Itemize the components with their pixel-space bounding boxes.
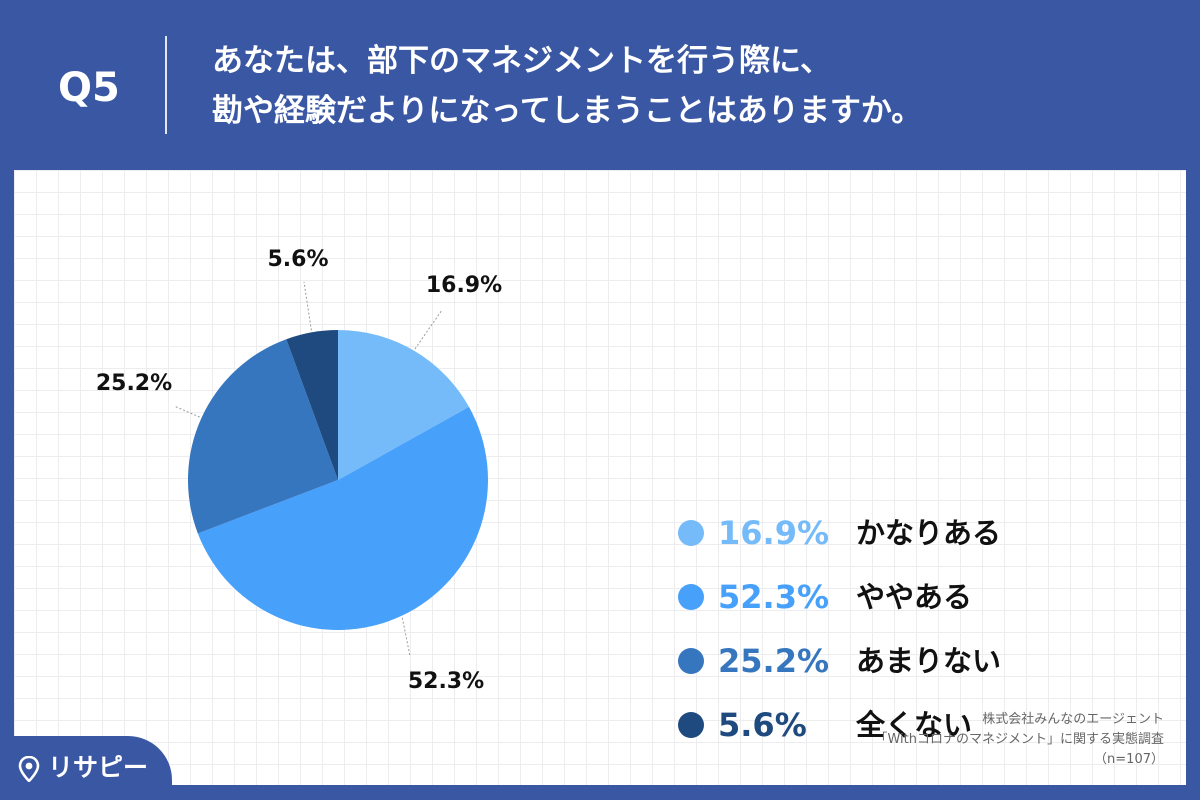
legend-label: 全くない — [856, 708, 973, 742]
source-company: 株式会社みんなのエージェント — [982, 712, 1164, 727]
data-label: 52.3% — [408, 669, 484, 694]
leader-line — [303, 281, 312, 331]
legend-item: 5.6% 全くない — [666, 692, 1086, 756]
source-note: 株式会社みんなのエージェント 「Withコロナのマネジメント」に関する実態調査 … — [874, 710, 1164, 770]
data-label: 5.6% — [267, 247, 328, 272]
header: Q5 あなたは、部下のマネジメントを行う際に、 勘や経験だよりになってしまうこと… — [0, 0, 1200, 170]
legend-label: あまりない — [856, 644, 1002, 678]
legend-swatch — [678, 584, 704, 610]
legend-label: ややある — [856, 580, 973, 614]
brand-logo: リサピー — [0, 736, 172, 800]
pie-chart: 16.9% 52.3% 25.2% 5.6% — [96, 247, 502, 694]
source-survey: 「Withコロナのマネジメント」に関する実態調査 — [874, 732, 1164, 747]
leader-line — [173, 405, 200, 418]
legend-label: かなりある — [856, 516, 1002, 550]
legend-percent: 25.2% — [718, 642, 830, 680]
legend-swatch — [678, 648, 704, 674]
legend-swatch — [678, 520, 704, 546]
leader-line — [414, 309, 443, 350]
question-line-1: あなたは、部下のマネジメントを行う際に、 — [212, 43, 832, 79]
legend-percent: 16.9% — [718, 514, 830, 552]
legend: 16.9% かなりある 52.3% ややある 25.2% あまりない 5.6% … — [666, 500, 1086, 756]
legend-item: 52.3% ややある — [666, 564, 1086, 628]
source-sample-size: （n=107） — [1094, 752, 1164, 767]
pie-slice — [338, 330, 469, 480]
pie-slice — [187, 339, 338, 534]
legend-percent: 52.3% — [718, 578, 830, 616]
data-label: 25.2% — [96, 371, 172, 396]
legend-percent: 5.6% — [718, 706, 807, 744]
legend-swatch — [678, 712, 704, 738]
question-title: あなたは、部下のマネジメントを行う際に、 勘や経験だよりになってしまうことはあり… — [212, 36, 1172, 136]
question-number: Q5 — [58, 65, 120, 111]
pie-slice — [197, 406, 489, 630]
leader-line — [401, 617, 411, 657]
brand-name: リサピー — [48, 753, 149, 782]
header-divider — [165, 36, 167, 134]
location-pin-icon — [18, 756, 40, 782]
legend-item: 16.9% かなりある — [666, 500, 1086, 564]
legend-item: 25.2% あまりない — [666, 628, 1086, 692]
pie-slice — [286, 330, 338, 480]
data-label: 16.9% — [426, 273, 502, 298]
chart-panel: 16.9% 52.3% 25.2% 5.6% 16.9% かなりある 52.3% やや… — [14, 170, 1186, 785]
question-line-2: 勘や経験だよりになってしまうことはありますか。 — [212, 93, 923, 129]
